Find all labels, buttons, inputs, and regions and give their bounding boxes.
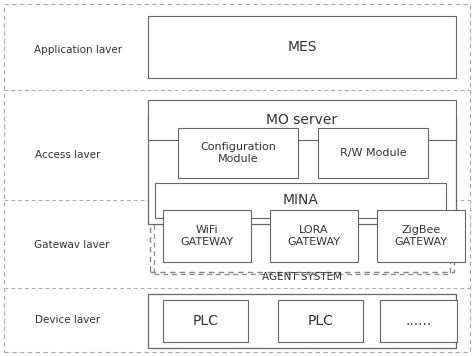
Text: Application laver: Application laver bbox=[34, 45, 122, 55]
Text: MINA: MINA bbox=[283, 194, 319, 208]
Text: Access laver: Access laver bbox=[35, 150, 100, 160]
Bar bbox=[148, 16, 456, 78]
Text: Device laver: Device laver bbox=[36, 315, 100, 325]
Text: WiFi
GATEWAY: WiFi GATEWAY bbox=[181, 225, 234, 247]
Text: MES: MES bbox=[287, 40, 317, 54]
Text: Gatewav laver: Gatewav laver bbox=[34, 240, 110, 250]
Text: ......: ...... bbox=[405, 314, 432, 328]
Bar bbox=[380, 300, 457, 342]
Text: AGENT SYSTEM: AGENT SYSTEM bbox=[262, 272, 342, 282]
Bar bbox=[278, 300, 363, 342]
Bar bbox=[154, 120, 450, 220]
Text: Configuration
Module: Configuration Module bbox=[200, 142, 276, 164]
Bar bbox=[150, 116, 454, 272]
Bar bbox=[377, 210, 465, 262]
Bar bbox=[148, 294, 456, 348]
Bar bbox=[270, 210, 358, 262]
Bar bbox=[163, 210, 251, 262]
Bar bbox=[318, 128, 428, 178]
Bar bbox=[155, 183, 446, 218]
Bar bbox=[148, 116, 456, 224]
Bar bbox=[163, 300, 248, 342]
Bar bbox=[178, 128, 298, 178]
Text: ZigBee
GATEWAY: ZigBee GATEWAY bbox=[394, 225, 447, 247]
Text: LORA
GATEWAY: LORA GATEWAY bbox=[288, 225, 340, 247]
Text: PLC: PLC bbox=[192, 314, 219, 328]
Text: PLC: PLC bbox=[308, 314, 333, 328]
Bar bbox=[154, 204, 450, 274]
Text: MO server: MO server bbox=[266, 113, 337, 127]
Text: R/W Module: R/W Module bbox=[340, 148, 406, 158]
Bar bbox=[148, 100, 456, 140]
